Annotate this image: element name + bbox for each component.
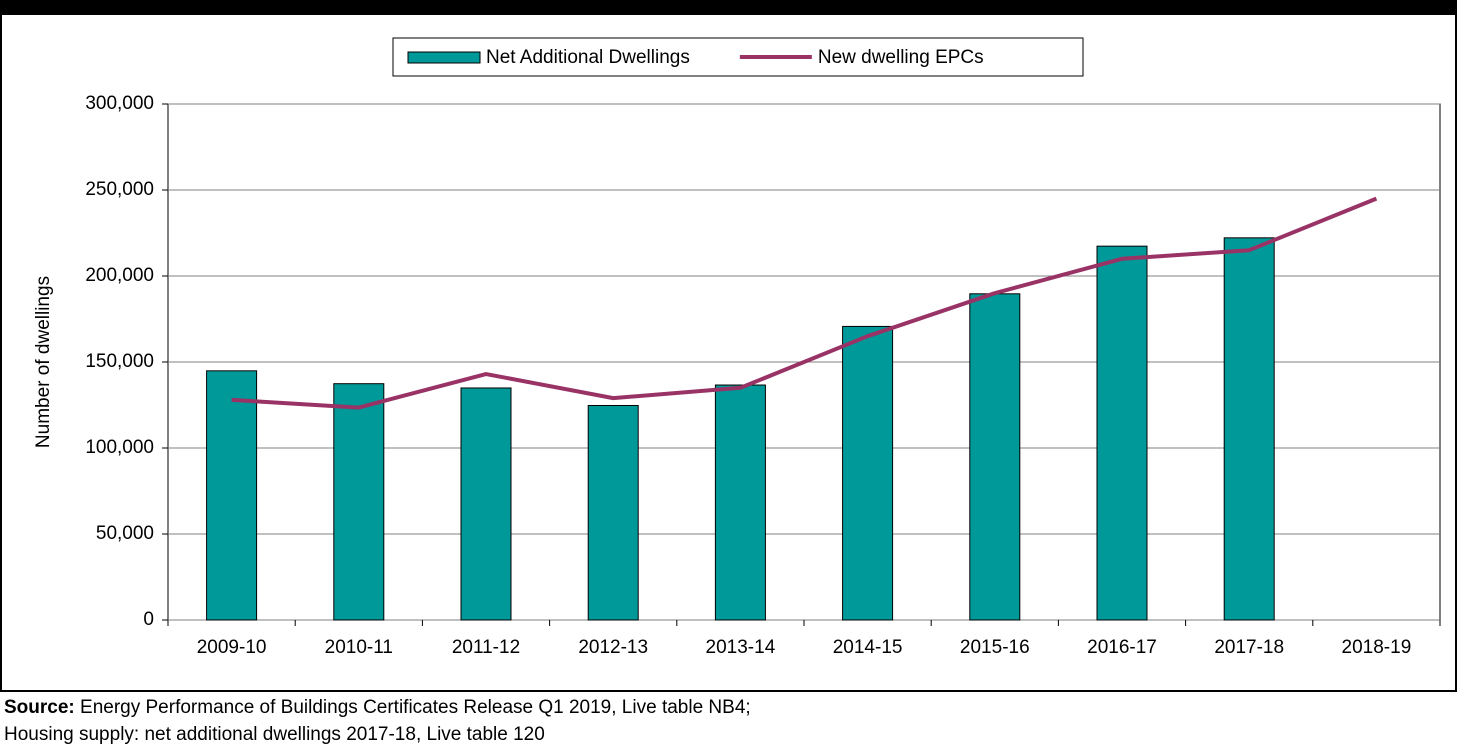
header-bar [0,0,1457,14]
bar [333,383,385,621]
source-text: Housing supply: net additional dwellings… [4,724,545,745]
y-tick-label: 0 [143,609,154,630]
y-tick-label: 150,000 [85,351,154,372]
bar [206,370,258,621]
source-text: Energy Performance of Buildings Certific… [80,697,751,718]
y-tick-label: 300,000 [85,93,154,114]
source-label: Source: [4,697,75,718]
line [231,196,1378,410]
legend-label: Net Additional Dwellings [486,47,690,68]
y-tick-label: 100,000 [85,437,154,458]
bar [969,293,1021,621]
bar [1096,245,1148,621]
bar [1223,237,1275,621]
frame [0,13,1457,692]
legend-box [392,37,1084,77]
x-tick-label: 2016-17 [1087,637,1157,658]
x-tick-label: 2011-12 [452,637,520,658]
y-axis-label: Number of dwellings [33,276,54,448]
x-tick-label: 2015-16 [960,637,1030,658]
x-tick-label: 2009-10 [197,637,267,658]
y-tick-label: 200,000 [85,265,154,286]
y-tick-label: 250,000 [85,179,154,200]
x-tick-label: 2017-18 [1214,637,1284,658]
x-tick-label: 2010-11 [325,637,393,658]
x-tick-label: 2014-15 [833,637,903,658]
bar [460,387,512,621]
bar [714,384,766,621]
bar [842,325,894,621]
chart: Number of dwellings 0 50,000 100,000 150,00… [0,0,1457,692]
legend-label: New dwelling EPCs [818,47,984,68]
source: Source: Energy Performance of Buildings … [4,694,751,748]
x-tick-label: 2013-14 [706,637,776,658]
legend-swatch [407,51,481,64]
y-tick-label: 50,000 [96,523,154,544]
x-tick-label: 2012-13 [578,637,648,658]
bar [587,404,639,621]
x-tick-label: 2018-19 [1342,637,1412,658]
